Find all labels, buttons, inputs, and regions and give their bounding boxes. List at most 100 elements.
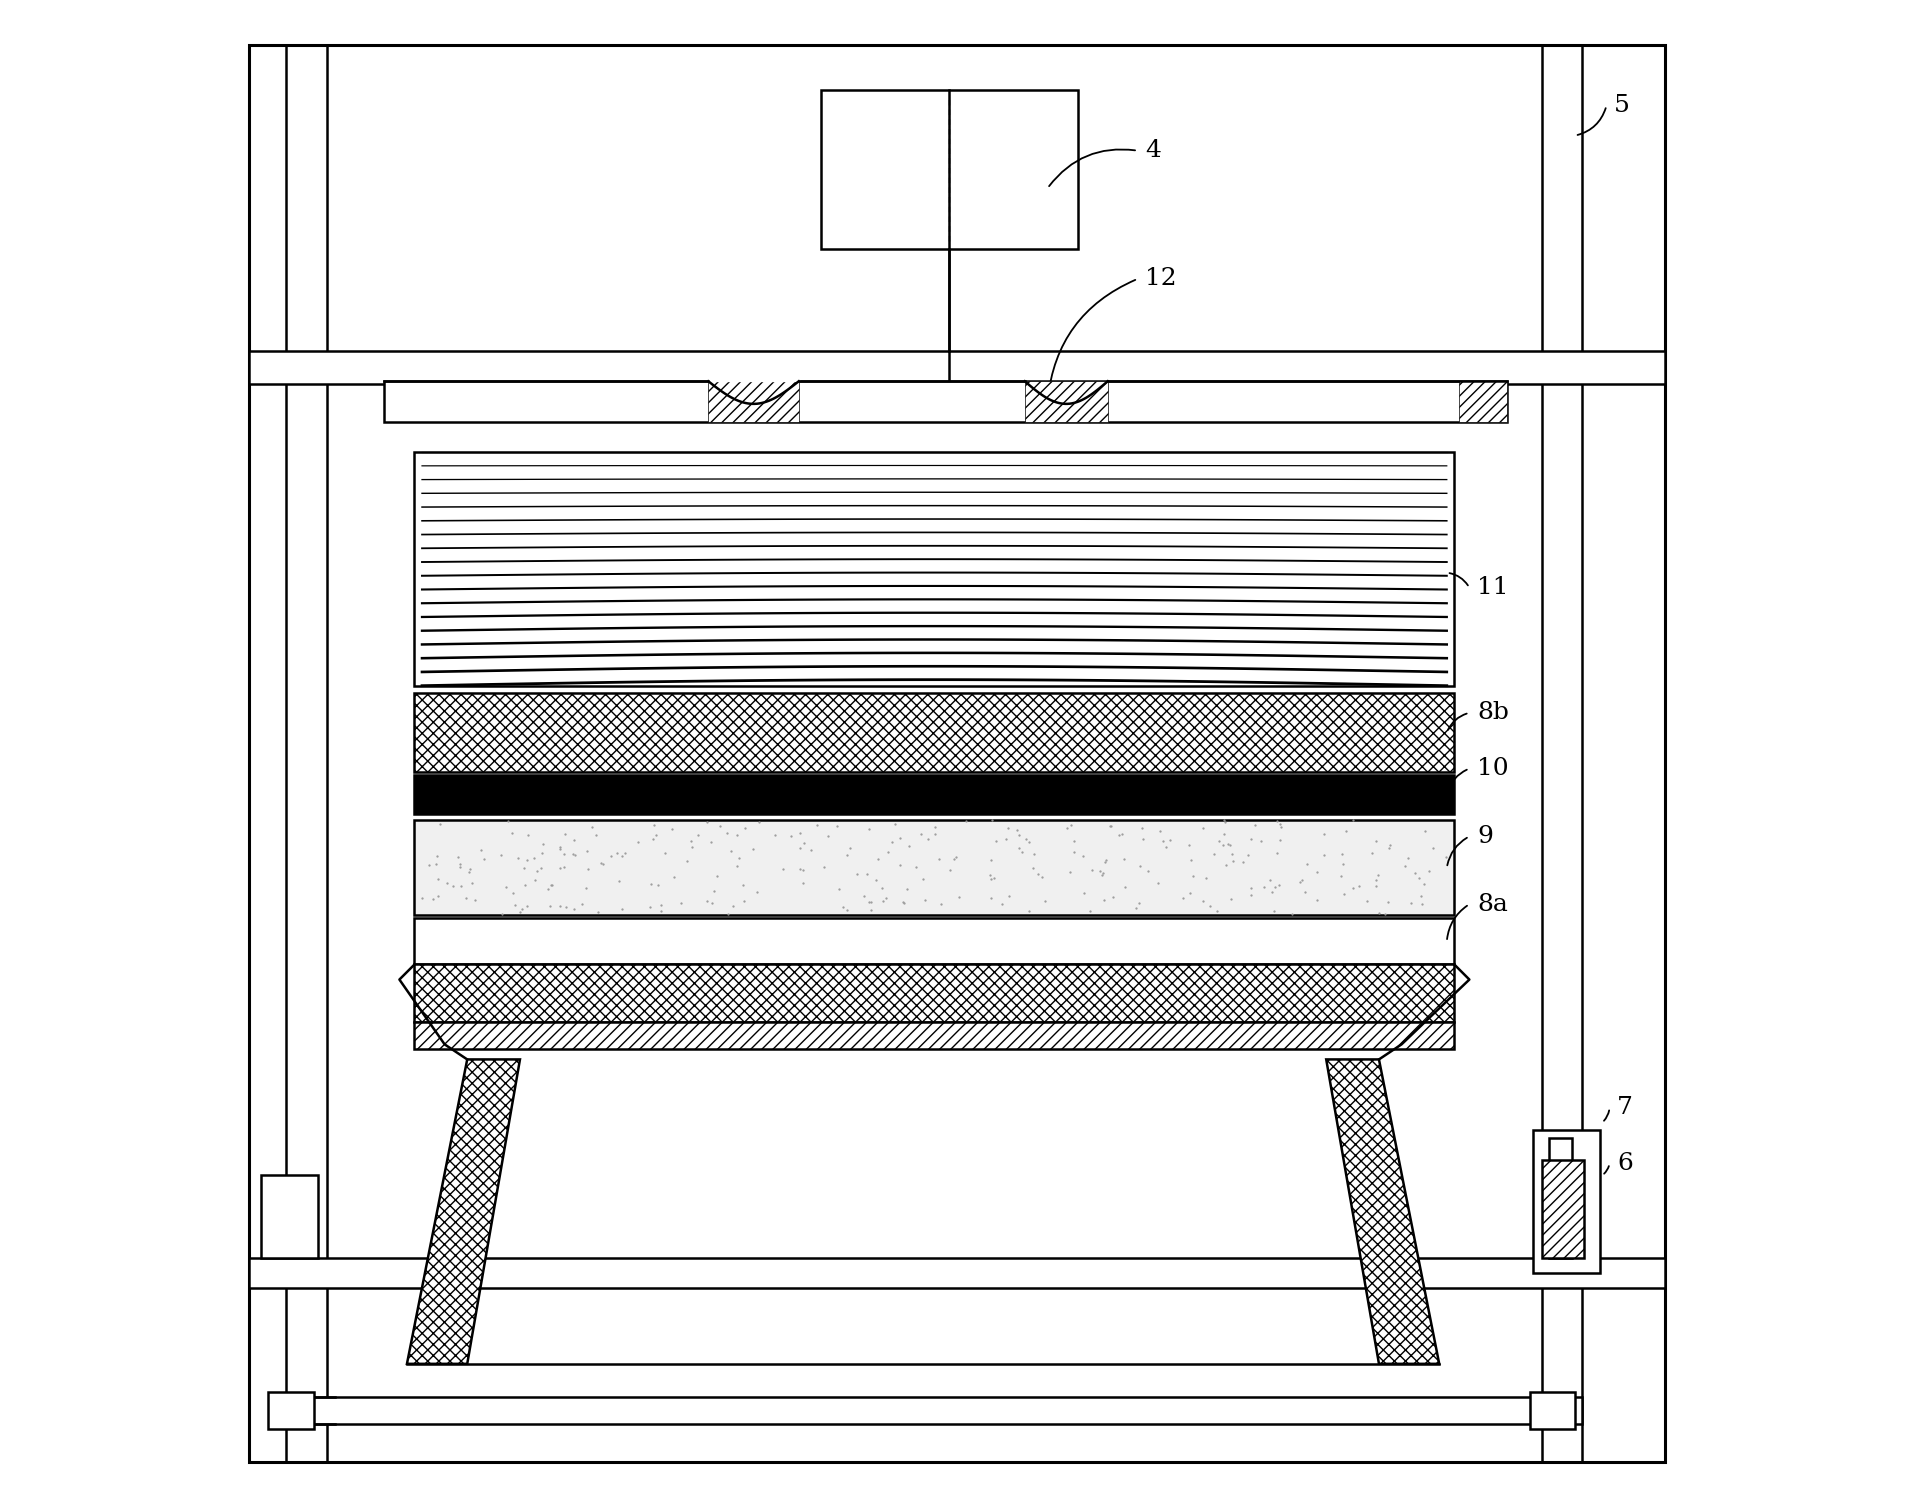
Point — [649, 841, 679, 865]
Point — [1194, 894, 1225, 918]
Text: 5: 5 — [1614, 93, 1631, 118]
Point — [1030, 889, 1060, 913]
Point — [888, 891, 919, 915]
Bar — [1548, 1138, 1571, 1258]
Point — [848, 885, 879, 909]
Point — [1124, 891, 1154, 915]
Point — [457, 871, 488, 895]
Point — [580, 823, 611, 847]
Text: 9: 9 — [1478, 824, 1493, 848]
Point — [469, 847, 500, 871]
Point — [658, 865, 689, 889]
Point — [1175, 880, 1206, 904]
Point — [691, 889, 722, 913]
Bar — [260, 1175, 318, 1258]
Point — [1022, 862, 1053, 886]
Point — [1432, 845, 1462, 870]
Point — [1087, 860, 1118, 885]
Point — [492, 809, 523, 833]
Point — [718, 894, 748, 918]
Point — [1106, 821, 1137, 845]
Point — [588, 853, 618, 877]
Point — [1058, 829, 1089, 853]
Point — [974, 864, 1005, 888]
Point — [859, 868, 890, 892]
Point — [808, 854, 838, 879]
Point — [509, 873, 540, 897]
Point — [873, 839, 903, 864]
Point — [879, 812, 909, 836]
Point — [1414, 859, 1445, 883]
Text: 8b: 8b — [1478, 701, 1508, 725]
Bar — [1024, 381, 1108, 422]
Bar — [708, 381, 798, 422]
Point — [1026, 865, 1057, 889]
Point — [454, 860, 484, 885]
Point — [789, 857, 819, 882]
Point — [498, 882, 528, 906]
Point — [498, 821, 528, 845]
Point — [681, 823, 712, 847]
Point — [1309, 844, 1340, 868]
Point — [645, 898, 676, 922]
Bar — [821, 90, 1078, 249]
Point — [567, 892, 597, 916]
Point — [1089, 850, 1120, 874]
Point — [513, 894, 544, 918]
Bar — [415, 693, 1455, 772]
Point — [831, 898, 861, 922]
Point — [909, 888, 940, 912]
Point — [1156, 829, 1187, 853]
Point — [863, 847, 894, 871]
Point — [1302, 860, 1332, 885]
Point — [921, 821, 951, 845]
Text: 8a: 8a — [1478, 892, 1508, 916]
Point — [1411, 818, 1441, 842]
Point — [978, 867, 1009, 891]
Point — [678, 835, 708, 859]
Point — [704, 814, 735, 838]
Point — [1284, 871, 1315, 895]
Point — [1233, 842, 1263, 867]
Point — [532, 877, 563, 901]
Point — [1403, 867, 1434, 891]
Point — [888, 891, 919, 915]
Polygon shape — [408, 1059, 521, 1364]
Point — [1361, 829, 1391, 853]
Point — [976, 808, 1007, 832]
Point — [635, 871, 666, 895]
Point — [459, 888, 490, 912]
Point — [1124, 854, 1154, 879]
Point — [1202, 900, 1233, 924]
Point — [1338, 808, 1369, 832]
Point — [1108, 847, 1139, 871]
Point — [536, 873, 567, 897]
Point — [884, 853, 915, 877]
Point — [980, 829, 1011, 853]
Point — [1351, 889, 1382, 913]
Point — [635, 895, 666, 919]
Point — [544, 894, 574, 918]
Text: 10: 10 — [1478, 757, 1508, 781]
Point — [1338, 876, 1369, 900]
Point — [1217, 842, 1248, 867]
Point — [622, 830, 653, 854]
Point — [1259, 874, 1290, 898]
Point — [697, 891, 727, 915]
Bar — [415, 918, 1455, 964]
Point — [1055, 859, 1085, 883]
Point — [884, 826, 915, 850]
Point — [1405, 883, 1436, 907]
Point — [1145, 820, 1175, 844]
Point — [442, 845, 473, 870]
Point — [702, 865, 733, 889]
Point — [993, 815, 1024, 839]
Point — [1091, 848, 1122, 873]
Point — [1003, 823, 1034, 847]
Point — [1213, 833, 1244, 857]
Point — [854, 889, 884, 913]
Point — [775, 824, 806, 848]
Point — [760, 823, 790, 847]
Point — [892, 877, 923, 901]
Point — [549, 842, 580, 867]
